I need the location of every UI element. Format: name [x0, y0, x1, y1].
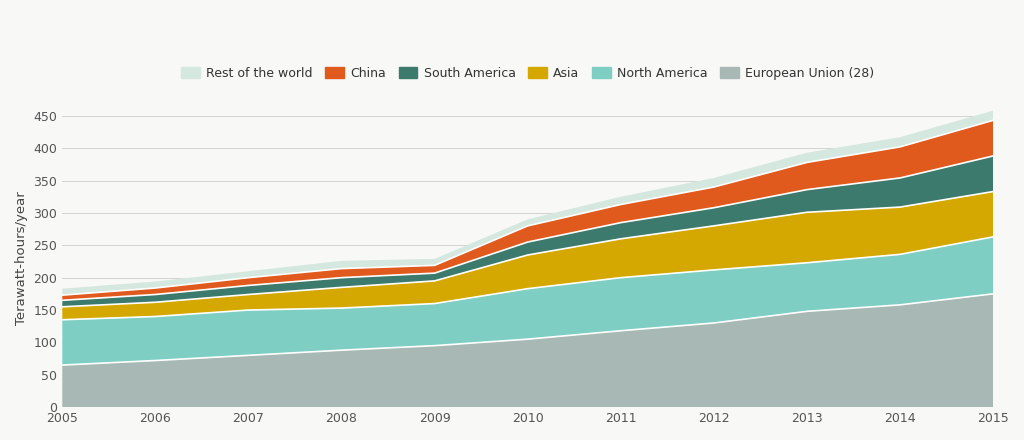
Y-axis label: Terawatt-hours/year: Terawatt-hours/year [15, 191, 28, 325]
Legend: Rest of the world, China, South America, Asia, North America, European Union (28: Rest of the world, China, South America,… [176, 62, 879, 85]
